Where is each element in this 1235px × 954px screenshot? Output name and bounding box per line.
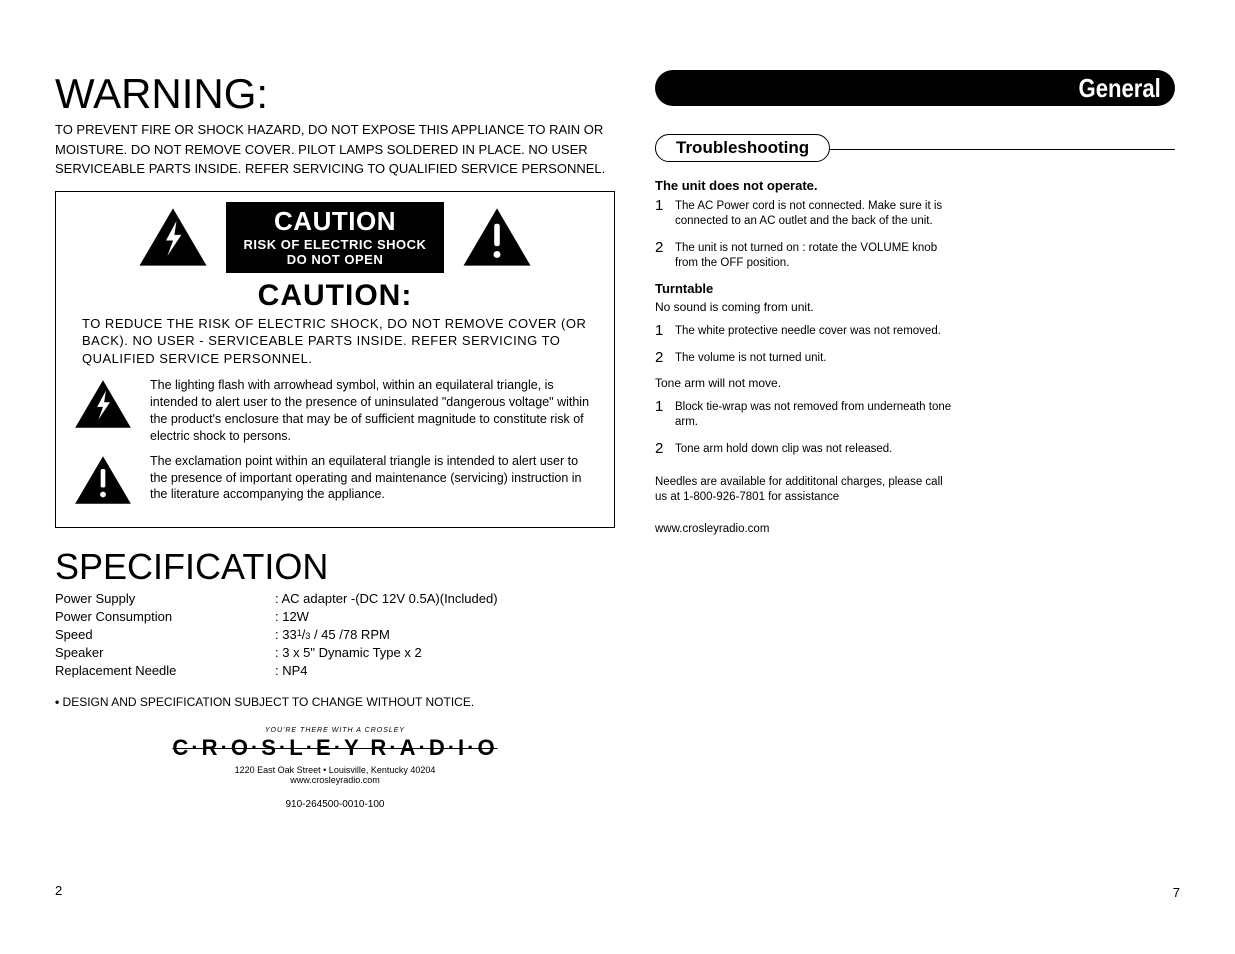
exclamation-symbol-row: The exclamation point within an equilate… — [74, 453, 596, 505]
ts-item-text: The unit is not turned on : rotate the V… — [675, 239, 955, 271]
ts-item-number: 1 — [655, 322, 667, 339]
right-page: General Troubleshooting The unit does no… — [655, 70, 1175, 914]
ts-item: 1 The white protective needle cover was n… — [655, 322, 955, 339]
brand-address: 1220 East Oak Street • Louisville, Kentu… — [55, 765, 615, 775]
exclamation-triangle-icon — [74, 455, 132, 505]
bolt-symbol-text: The lighting flash with arrowhead symbol… — [150, 377, 596, 445]
ts-heading: The unit does not operate. — [655, 178, 955, 193]
spec-value: : 12W — [275, 608, 615, 626]
ts-item: 2 Tone arm hold down clip was not release… — [655, 440, 955, 457]
spec-row: Speaker: 3 x 5" Dynamic Type x 2 — [55, 644, 615, 662]
troubleshoot-title-wrap: Troubleshooting — [655, 134, 1175, 164]
ts-item-number: 2 — [655, 349, 667, 366]
ts-item: 2 The volume is not turned unit. — [655, 349, 955, 366]
ts-item-text: Tone arm hold down clip was not released… — [675, 440, 892, 457]
spec-label: Power Consumption — [55, 608, 275, 626]
ts-footer: Needles are available for addititonal ch… — [655, 475, 955, 505]
ts-item-text: The volume is not turned unit. — [675, 349, 827, 366]
spec-title: SPECIFICATION — [55, 546, 615, 588]
ts-item-number: 1 — [655, 398, 667, 415]
spec-value: : AC adapter -(DC 12V 0.5A)(Included) — [275, 590, 615, 608]
lightning-triangle-icon — [74, 379, 132, 429]
spec-value: : 3 x 5" Dynamic Type x 2 — [275, 644, 615, 662]
ts-item-number: 2 — [655, 440, 667, 457]
spec-label: Speed — [55, 626, 275, 644]
left-page: WARNING: TO PREVENT FIRE OR SHOCK HAZARD… — [55, 70, 615, 914]
ts-url: www.crosleyradio.com — [655, 523, 955, 535]
troubleshoot-title: Troubleshooting — [655, 134, 830, 162]
exclamation-symbol-text: The exclamation point within an equilate… — [150, 453, 596, 504]
spec-row: Power Supply: AC adapter -(DC 12V 0.5A)(… — [55, 590, 615, 608]
ts-heading: Turntable — [655, 281, 955, 296]
spec-value: : 331/3 / 45 /78 RPM — [275, 626, 615, 644]
ts-item-number: 2 — [655, 239, 667, 256]
troubleshoot-content: The unit does not operate. 1 The AC Power … — [655, 178, 955, 535]
spec-value: : NP4 — [275, 662, 615, 680]
ts-item-text: The white protective needle cover was no… — [675, 322, 941, 339]
caution-black-line2: RISK OF ELECTRIC SHOCK — [244, 237, 427, 252]
brand-tagline: YOU'RE THERE WITH A CROSLEY — [55, 727, 615, 734]
caution-black-line1: CAUTION — [244, 206, 427, 237]
spec-note: DESIGN AND SPECIFICATION SUBJECT TO CHAN… — [55, 695, 615, 709]
ts-item-number: 1 — [655, 197, 667, 214]
caution-black-label: CAUTION RISK OF ELECTRIC SHOCK DO NOT OP… — [226, 202, 445, 273]
ts-item: 1 The AC Power cord is not connected. Mak… — [655, 197, 955, 229]
caution-heading: CAUTION: — [68, 279, 602, 313]
brand-block: YOU'RE THERE WITH A CROSLEY C·R·O·S·L·E·… — [55, 727, 615, 785]
caution-box: CAUTION RISK OF ELECTRIC SHOCK DO NOT OP… — [55, 191, 615, 528]
caution-top-row: CAUTION RISK OF ELECTRIC SHOCK DO NOT OP… — [68, 202, 602, 273]
right-page-number: 7 — [1173, 885, 1180, 900]
warning-title: WARNING: — [55, 70, 615, 118]
ts-item: 2 The unit is not turned on : rotate the … — [655, 239, 955, 271]
warning-body: TO PREVENT FIRE OR SHOCK HAZARD, DO NOT … — [55, 120, 615, 179]
ts-item-text: The AC Power cord is not connected. Make… — [675, 197, 955, 229]
section-header: General — [655, 70, 1175, 106]
spec-label: Replacement Needle — [55, 662, 275, 680]
spec-table: Power Supply: AC adapter -(DC 12V 0.5A)(… — [55, 590, 615, 681]
lightning-triangle-icon — [138, 207, 208, 267]
spec-row: Speed: 331/3 / 45 /78 RPM — [55, 626, 615, 644]
brand-url: www.crosleyradio.com — [55, 775, 615, 785]
exclamation-triangle-icon — [462, 207, 532, 267]
part-number: 910-264500-0010-100 — [55, 799, 615, 810]
bolt-symbol-row: The lighting flash with arrowhead symbol… — [74, 377, 596, 445]
spec-row: Replacement Needle: NP4 — [55, 662, 615, 680]
ts-item-text: Block tie-wrap was not removed from unde… — [675, 398, 955, 430]
ts-subheading: Tone arm will not move. — [655, 376, 955, 390]
ts-subheading: No sound is coming from unit. — [655, 300, 955, 314]
spec-label: Speaker — [55, 644, 275, 662]
ts-item: 1 Block tie-wrap was not removed from und… — [655, 398, 955, 430]
brand-name: C·R·O·S·L·E·Y R·A·D·I·O — [172, 735, 497, 761]
caution-text: TO REDUCE THE RISK OF ELECTRIC SHOCK, DO… — [82, 315, 588, 368]
spec-label: Power Supply — [55, 590, 275, 608]
caution-black-line3: DO NOT OPEN — [244, 252, 427, 267]
left-page-number: 2 — [55, 883, 62, 898]
section-header-label: General — [1079, 73, 1161, 104]
spec-row: Power Consumption: 12W — [55, 608, 615, 626]
